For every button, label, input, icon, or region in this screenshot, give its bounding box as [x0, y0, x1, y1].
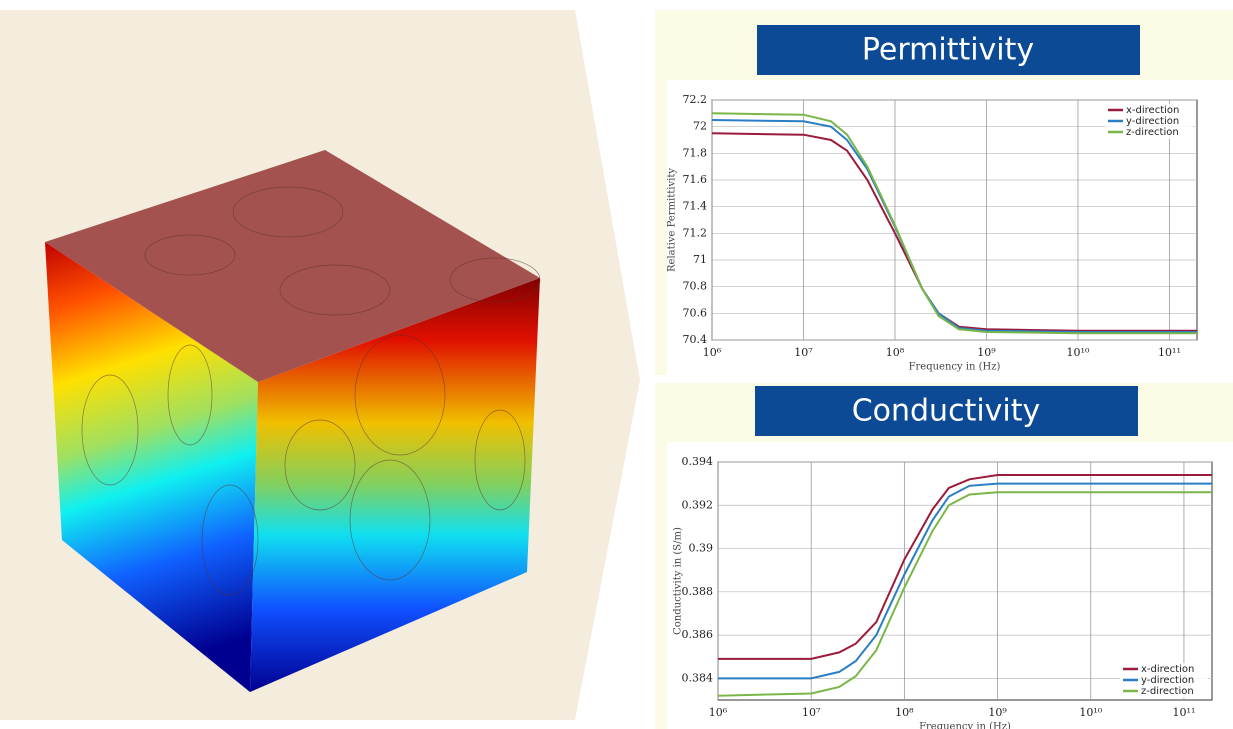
- x-tick-label: 10¹⁰: [1079, 706, 1102, 719]
- legend-label: x-direction: [1141, 664, 1194, 675]
- y-tick-label: 70.8: [683, 280, 708, 293]
- legend-label: z-direction: [1141, 686, 1194, 697]
- x-tick-label: 10⁸: [886, 346, 905, 359]
- x-tick-label: 10⁶: [709, 706, 728, 719]
- y-tick-label: 0.39: [689, 542, 714, 555]
- x-tick-label: 10⁹: [988, 706, 1007, 719]
- x-tick-label: 10⁹: [977, 346, 996, 359]
- page: {"chart_data": [ {"type": "line", "title…: [0, 0, 1233, 729]
- x-tick-label: 10⁸: [895, 706, 914, 719]
- legend-label: x-direction: [1126, 105, 1179, 116]
- y-tick-label: 0.394: [682, 455, 714, 468]
- x-tick-label: 10⁷: [794, 346, 813, 359]
- x-tick-label: 10⁷: [802, 706, 821, 719]
- y-tick-label: 0.384: [682, 671, 714, 684]
- chart-title: Conductivity: [852, 394, 1041, 429]
- canvas: Permittivity Conductivity 70.4 70.6 70.8 71…: [0, 0, 1233, 729]
- x-tick-label: 10¹¹: [1173, 706, 1196, 719]
- y-tick-label: 71.6: [683, 173, 708, 186]
- y-axis-label: Relative Permittivity: [667, 168, 678, 272]
- y-tick-label: 72: [693, 120, 707, 133]
- y-tick-label: 71: [693, 253, 707, 266]
- y-axis-label: Conductivity in (S/m): [673, 527, 684, 635]
- x-axis-label: Frequency in (Hz): [919, 722, 1011, 729]
- y-tick-label: 72.2: [683, 93, 708, 106]
- y-tick-label: 71.8: [683, 146, 708, 159]
- chart-title: Permittivity: [862, 33, 1034, 68]
- y-tick-label: 0.392: [682, 498, 714, 511]
- x-tick-label: 10¹⁰: [1067, 346, 1090, 359]
- x-tick-label: 10⁶: [703, 346, 722, 359]
- legend-label: z-direction: [1126, 127, 1179, 138]
- y-tick-label: 71.4: [683, 200, 708, 213]
- y-tick-label: 71.2: [683, 226, 708, 239]
- legend-label: y-direction: [1126, 116, 1179, 127]
- y-tick-label: 70.6: [683, 306, 708, 319]
- y-tick-label: 70.4: [683, 333, 708, 346]
- x-tick-label: 10¹¹: [1158, 346, 1181, 359]
- x-axis-label: Frequency in (Hz): [909, 362, 1001, 373]
- y-tick-label: 0.386: [682, 628, 714, 641]
- legend-label: y-direction: [1141, 675, 1194, 686]
- y-tick-label: 0.388: [682, 585, 714, 598]
